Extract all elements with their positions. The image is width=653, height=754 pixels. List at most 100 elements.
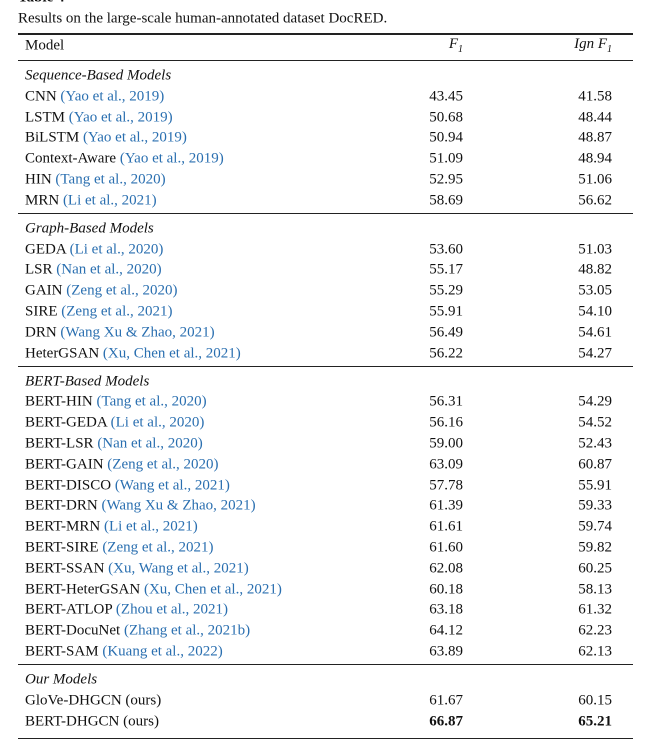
- header-f1-main: F: [448, 36, 458, 52]
- header-f1-sub: 1: [458, 44, 463, 55]
- section-title: Sequence-Based Models: [25, 67, 172, 84]
- citation: (Zeng et al., 2020): [107, 456, 219, 473]
- model: LSR: [25, 261, 53, 278]
- ign-f1-value: 48.87: [578, 129, 612, 146]
- citation: (Zhou et al., 2021): [115, 601, 228, 618]
- f1-value: 61.39: [429, 497, 463, 514]
- model: BERT-HeterGSAN: [25, 581, 141, 598]
- f1-value: 59.00: [429, 435, 463, 452]
- ign-f1-value: 51.06: [578, 171, 612, 188]
- model: Context-Aware: [25, 150, 117, 167]
- model-name: BERT-MRN (Li et al., 2021): [25, 518, 198, 535]
- model: MRN: [25, 192, 60, 209]
- citation: (Wang et al., 2021): [114, 477, 230, 494]
- ign-f1-value: 48.94: [578, 150, 612, 167]
- model: BERT-HIN: [25, 393, 93, 410]
- model-name: HeterGSAN (Xu, Chen et al., 2021): [25, 346, 241, 361]
- header-ign: Ign F1: [574, 37, 612, 55]
- ign-f1-value: 61.32: [578, 601, 612, 618]
- model-name: BERT-GEDA (Li et al., 2020): [25, 414, 205, 431]
- f1-value: 66.87: [429, 713, 463, 730]
- model-name: LSTM (Yao et al., 2019): [25, 110, 173, 125]
- citation: (Xu, Wang et al., 2021): [108, 560, 249, 577]
- f1-value: 64.12: [429, 622, 463, 639]
- f1-value: 60.18: [429, 581, 463, 598]
- model: LSTM: [25, 109, 66, 126]
- citation: (Li et al., 2020): [69, 241, 164, 258]
- model-name: BERT-SSAN (Xu, Wang et al., 2021): [25, 561, 249, 576]
- ign-f1-value: 54.27: [578, 345, 612, 362]
- model: BERT-SAM: [25, 643, 99, 660]
- f1-value: 61.61: [429, 518, 463, 535]
- model: BERT-DRN: [25, 497, 98, 514]
- f1-value: 63.18: [429, 601, 463, 618]
- ign-f1-value: 54.29: [578, 393, 612, 410]
- model-name: BERT-HIN (Tang et al., 2020): [25, 393, 207, 410]
- header-model: Model: [25, 37, 65, 54]
- ign-f1-value: 58.13: [578, 581, 612, 598]
- header-ign-sub: 1: [607, 44, 612, 55]
- model: BERT-LSR: [25, 435, 94, 452]
- citation: (Yao et al., 2019): [68, 109, 173, 126]
- model-name: GAIN (Zeng et al., 2020): [25, 282, 177, 299]
- caption-label: Table 4: [18, 0, 65, 6]
- header-f1: F1: [449, 37, 463, 55]
- citation: (Li et al., 2021): [103, 518, 198, 535]
- f1-value: 56.16: [429, 414, 463, 431]
- ign-f1-value: 65.21: [578, 713, 612, 730]
- citation: (Nan et al., 2020): [97, 435, 203, 452]
- section-title: Our Models: [25, 671, 98, 688]
- f1-value: 53.60: [429, 241, 463, 258]
- model-name: BERT-SAM (Kuang et al., 2022): [25, 643, 223, 660]
- ign-f1-value: 59.33: [578, 497, 612, 514]
- model: BERT-DocuNet: [25, 622, 121, 639]
- ign-f1-value: 54.52: [578, 414, 612, 431]
- citation: (Li et al., 2020): [110, 414, 205, 431]
- rule: [18, 737, 633, 740]
- ign-f1-value: 59.82: [578, 539, 612, 556]
- f1-value: 56.22: [429, 345, 463, 362]
- citation: (Tang et al., 2020): [96, 393, 207, 410]
- ign-f1-value: 62.13: [578, 643, 612, 660]
- ign-f1-value: 62.23: [578, 622, 612, 639]
- ign-f1-value: 41.58: [578, 88, 612, 105]
- f1-value: 55.17: [429, 261, 463, 278]
- ign-f1-value: 56.62: [578, 192, 612, 209]
- citation: (Yao et al., 2019): [119, 150, 224, 167]
- f1-value: 55.29: [429, 282, 463, 299]
- f1-value: 61.60: [429, 539, 463, 556]
- caption: Results on the large-scale human-annotat…: [18, 10, 388, 27]
- model-name: MRN (Li et al., 2021): [25, 193, 157, 208]
- citation: (Zeng et al., 2021): [61, 303, 173, 320]
- model-name: CNN (Yao et al., 2019): [25, 89, 164, 104]
- citation: (Nan et al., 2020): [56, 261, 162, 278]
- model-name: BERT-LSR (Nan et al., 2020): [25, 435, 203, 452]
- model-name: BERT-HeterGSAN (Xu, Chen et al., 2021): [25, 582, 282, 597]
- model-name: HIN (Tang et al., 2020): [25, 172, 166, 188]
- ign-f1-value: 48.82: [578, 261, 612, 278]
- citation: (Kuang et al., 2022): [102, 643, 223, 660]
- model: BERT-ATLOP: [25, 601, 113, 618]
- rule: [18, 212, 633, 214]
- f1-value: 57.78: [429, 477, 463, 494]
- model: GEDA: [25, 241, 66, 258]
- rule: [18, 33, 633, 35]
- model-name: BERT-ATLOP (Zhou et al., 2021): [25, 601, 228, 618]
- f1-value: 43.45: [429, 88, 463, 105]
- ign-f1-value: 53.05: [578, 282, 612, 299]
- citation: (Yao et al., 2019): [60, 88, 165, 105]
- header-ign-main: Ign F: [574, 36, 607, 52]
- ign-f1-value: 54.61: [578, 324, 612, 341]
- rule: [18, 664, 633, 665]
- model: GAIN: [25, 282, 63, 299]
- model-name: DRN (Wang Xu & Zhao, 2021): [25, 325, 215, 340]
- model-name: BERT-DHGCN (ours): [25, 714, 159, 729]
- f1-value: 61.67: [429, 692, 463, 709]
- model-name: LSR (Nan et al., 2020): [25, 261, 162, 278]
- citation: (Xu, Chen et al., 2021): [143, 581, 282, 598]
- citation: (Yao et al., 2019): [82, 129, 187, 146]
- ign-f1-value: 54.10: [578, 303, 612, 320]
- ign-f1-value: 52.43: [578, 435, 612, 452]
- model: BERT-SIRE: [25, 539, 99, 556]
